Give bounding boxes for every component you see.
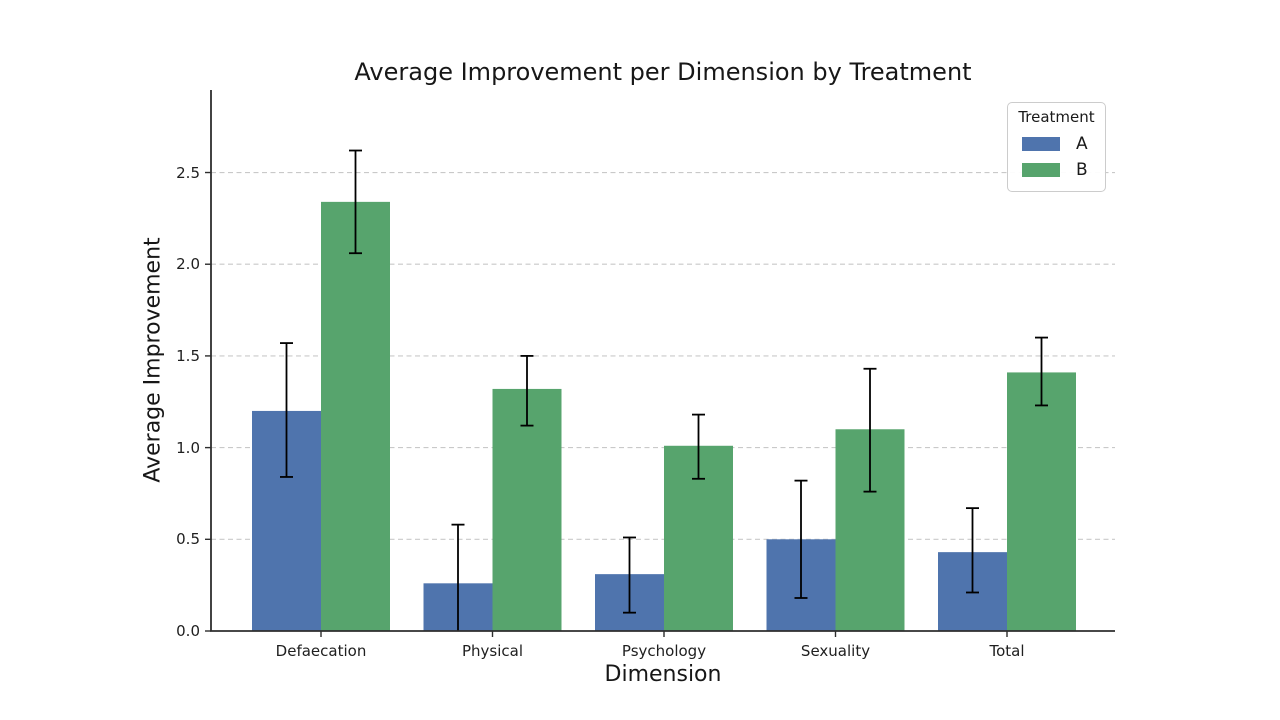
error-bar	[280, 342, 293, 478]
y-tick-label: 0.0	[176, 622, 200, 640]
tick-marks	[205, 171, 1008, 637]
gridlines	[211, 171, 1115, 540]
bar	[1007, 372, 1076, 631]
y-tick-label: 2.0	[176, 255, 200, 274]
chart-title: Average Improvement per Dimension by Tre…	[354, 58, 972, 86]
error-bar	[349, 149, 362, 255]
error-bar	[1035, 336, 1048, 407]
bars	[252, 201, 1076, 631]
x-tick-label: Psychology	[621, 642, 707, 660]
legend-item: A	[1016, 131, 1097, 157]
x-tick-label: Total	[989, 642, 1025, 660]
x-tick-label: Physical	[461, 642, 524, 660]
y-tick-label: 0.5	[176, 530, 200, 549]
x-tick-label: Sexuality	[800, 642, 871, 660]
bar	[492, 388, 562, 631]
bars-series-A	[252, 410, 1007, 631]
legend-swatch	[1022, 137, 1060, 151]
bar	[321, 201, 390, 631]
legend-title: Treatment	[1018, 108, 1095, 126]
x-tick-label: Defaecation	[275, 642, 367, 660]
error-bar	[692, 413, 705, 480]
y-tick-label: 1.5	[176, 346, 200, 365]
error-bar	[623, 536, 636, 614]
legend-swatch	[1022, 163, 1060, 177]
error-bar	[451, 523, 465, 631]
legend-item-label: A	[1076, 134, 1088, 154]
axes-spines	[210, 90, 1115, 632]
bars-series-B	[321, 201, 1076, 631]
error-bar	[966, 507, 979, 594]
legend-item-label: B	[1076, 160, 1088, 180]
error-bar	[863, 367, 877, 493]
legend-item: B	[1016, 157, 1097, 183]
y-tick-label: 1.0	[176, 438, 200, 457]
x-axis-label: Dimension	[604, 662, 722, 687]
y-tick-label: 2.5	[176, 163, 200, 182]
error-bar	[520, 355, 534, 427]
error-bars	[280, 149, 1048, 631]
error-bar	[794, 479, 808, 599]
